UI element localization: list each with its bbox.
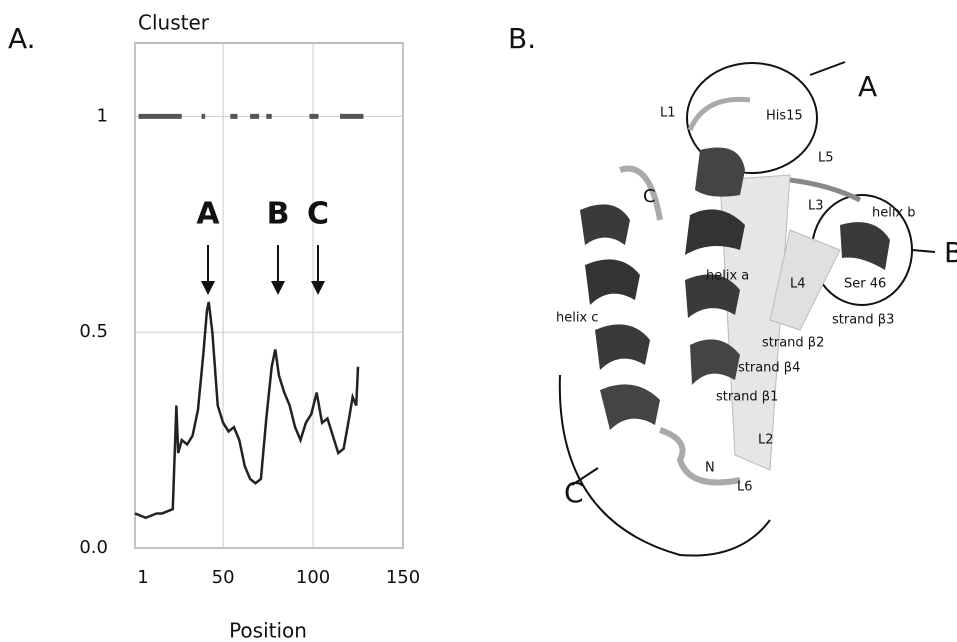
structure-label: A (858, 70, 877, 103)
chart-title: Cluster (138, 11, 210, 35)
structure-label: helix b (872, 206, 916, 221)
structure-label: strand β3 (832, 313, 894, 328)
structure-label: C (564, 476, 584, 509)
x-tick-label: 1 (137, 567, 148, 588)
structure-label: N (705, 461, 715, 476)
x-tick-label: 100 (296, 567, 330, 588)
annotation-arrowhead (311, 281, 325, 295)
structure-label: strand β4 (738, 361, 800, 376)
y-tick-label: 0.0 (79, 537, 108, 558)
annotation-arrowhead (271, 281, 285, 295)
structure-label: helix c (556, 311, 598, 326)
structure-label: L6 (737, 480, 753, 495)
y-tick-label: 1 (97, 105, 108, 126)
structure-label: strand β2 (762, 336, 824, 351)
structure-label: L3 (808, 199, 824, 214)
annotation: A (196, 197, 220, 232)
structure-label: B (944, 236, 957, 269)
x-axis-label: Position (229, 619, 307, 642)
protein-structure (558, 61, 936, 557)
annotation-arrowhead (201, 281, 215, 295)
structure-label: L5 (818, 151, 834, 166)
panel-label: B. (508, 22, 536, 55)
annotation: C (307, 197, 329, 232)
x-tick-label: 50 (212, 567, 235, 588)
structure-label: Ser 46 (844, 277, 886, 292)
structure-label: helix a (706, 269, 749, 284)
structure-label: C (643, 186, 656, 207)
structure-label: L4 (790, 277, 806, 292)
panel-label: A. (8, 22, 36, 55)
structure-label: His15 (766, 109, 803, 124)
y-tick-label: 0.5 (79, 321, 108, 342)
structure-label: strand β1 (716, 390, 778, 405)
data-line (134, 301, 360, 520)
structure-label: L1 (660, 106, 676, 121)
structure-label: L2 (758, 433, 774, 448)
x-tick-label: 150 (386, 567, 420, 588)
annotation: B (267, 197, 290, 232)
